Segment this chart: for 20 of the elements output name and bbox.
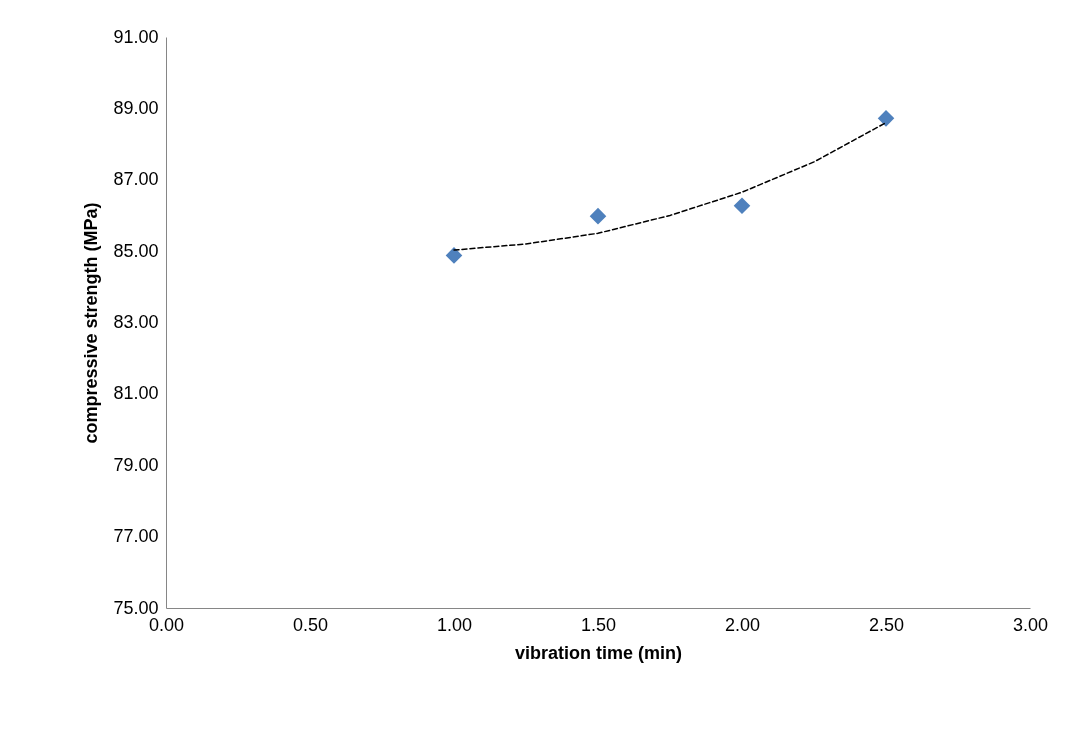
x-tick-label: 1.00 [436,614,473,635]
y-tick-label: 83.00 [113,312,159,332]
point [446,247,462,264]
x-axis-title: vibration time (min) [514,642,683,663]
y-tick-label: 77.00 [113,526,159,547]
y-tick-label: 89.00 [113,97,159,118]
y-tick-label: 87.00 [113,169,159,190]
point [878,110,894,127]
x-tick-label: 2.00 [724,614,761,635]
y-tick-label: 85.00 [113,240,159,261]
x-tick-label: 1.50 [580,614,617,635]
y-tick-label: 81.00 [113,383,159,404]
y-axis-title: compressive strength (MPa) [81,202,102,444]
x-tick-label: 3.00 [1012,614,1049,635]
point [590,208,606,225]
y-tick-label: 91.00 [113,26,159,47]
x-tick-label: 0.50 [292,614,329,635]
y-tick-label: 79.00 [113,454,159,475]
point [734,197,750,214]
x-tick-label: 2.50 [868,614,905,635]
